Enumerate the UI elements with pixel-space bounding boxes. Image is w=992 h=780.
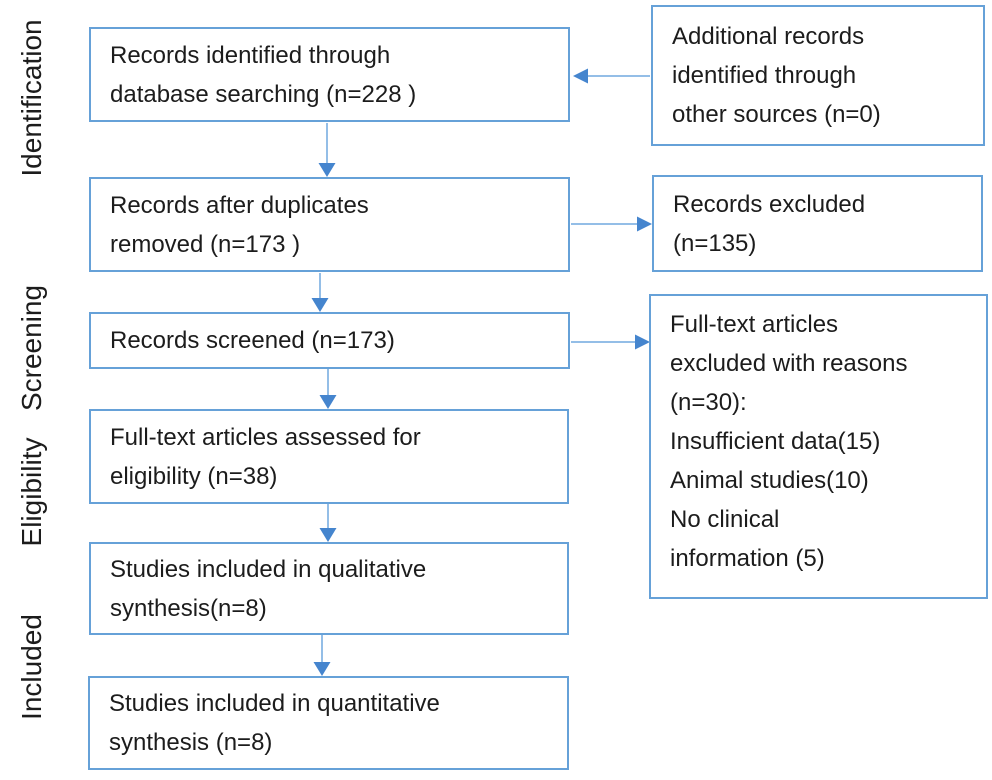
- box-qualitative-included-text: Studies included in qualitative synthesi…: [110, 555, 427, 622]
- arrow-down-icon: [311, 273, 329, 312]
- box-records-identified: Records identified through database sear…: [89, 27, 570, 122]
- stage-label-eligibility: Eligibility: [16, 437, 47, 547]
- box-fulltext-assessed-text: Full-text articles assessed for eligibil…: [110, 423, 421, 490]
- stage-label-included: Included: [16, 614, 47, 720]
- arrow-left-icon: [573, 68, 650, 84]
- box-records-screened: Records screened (n=173): [89, 312, 570, 369]
- stage-label-identification: Identification: [16, 19, 47, 177]
- arrow-right-icon: [571, 216, 652, 232]
- box-records-excluded-text: Records excluded (n=135): [673, 190, 866, 257]
- stage-label-screening: Screening: [16, 284, 47, 412]
- box-quantitative-included-text: Studies included in quantitative synthes…: [109, 690, 440, 756]
- box-fulltext-assessed: Full-text articles assessed for eligibil…: [89, 409, 569, 504]
- box-fulltext-excluded-text: Full-text articles excluded with reasons…: [670, 311, 908, 572]
- arrow-down-icon: [319, 504, 337, 542]
- box-additional-records: Additional records identified through ot…: [651, 5, 985, 146]
- box-qualitative-included: Studies included in qualitative synthesi…: [89, 542, 569, 635]
- box-records-screened-text: Records screened (n=173): [110, 327, 395, 354]
- arrow-right-icon: [571, 334, 650, 350]
- box-additional-records-text: Additional records identified through ot…: [672, 23, 881, 128]
- box-fulltext-excluded: Full-text articles excluded with reasons…: [649, 294, 988, 599]
- box-records-excluded: Records excluded (n=135): [652, 175, 983, 272]
- arrow-down-icon: [313, 635, 331, 676]
- arrow-down-icon: [319, 369, 337, 409]
- arrow-down-icon: [318, 123, 336, 177]
- box-quantitative-included: Studies included in quantitative synthes…: [88, 676, 569, 770]
- box-duplicates-removed: Records after duplicates removed (n=173 …: [89, 177, 570, 272]
- box-duplicates-removed-text: Records after duplicates removed (n=173 …: [110, 191, 369, 258]
- box-records-identified-text: Records identified through database sear…: [110, 41, 417, 108]
